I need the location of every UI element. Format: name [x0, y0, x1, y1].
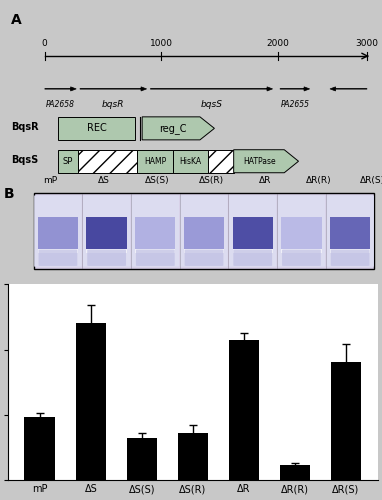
FancyBboxPatch shape [233, 248, 273, 253]
Text: BqsS: BqsS [11, 154, 39, 164]
FancyArrow shape [150, 87, 273, 91]
FancyBboxPatch shape [326, 196, 374, 267]
FancyBboxPatch shape [282, 250, 321, 266]
Polygon shape [234, 150, 298, 172]
Text: ΔS(R): ΔS(R) [199, 176, 224, 186]
Bar [24, 418, 55, 480]
FancyBboxPatch shape [86, 248, 127, 253]
Text: 0: 0 [42, 39, 48, 48]
Text: PA2655: PA2655 [280, 100, 309, 110]
Text: HisKA: HisKA [179, 156, 201, 166]
FancyBboxPatch shape [135, 248, 175, 253]
FancyArrow shape [45, 87, 76, 91]
Text: REC: REC [87, 124, 107, 134]
Bar [126, 438, 157, 480]
FancyBboxPatch shape [34, 193, 374, 269]
Text: 1000: 1000 [150, 39, 173, 48]
Text: HATPase: HATPase [243, 156, 276, 166]
Text: ΔR: ΔR [259, 176, 271, 186]
FancyBboxPatch shape [331, 250, 369, 266]
FancyBboxPatch shape [131, 196, 179, 267]
Bar [76, 323, 106, 480]
FancyBboxPatch shape [138, 150, 173, 172]
FancyBboxPatch shape [278, 196, 325, 267]
Text: ΔS(S): ΔS(S) [146, 176, 170, 186]
Text: BqsR: BqsR [11, 122, 39, 132]
FancyBboxPatch shape [173, 150, 208, 172]
Bar [331, 362, 361, 480]
Text: bqsR: bqsR [102, 100, 125, 110]
FancyBboxPatch shape [87, 250, 126, 266]
Bar [280, 466, 310, 480]
FancyBboxPatch shape [58, 150, 78, 172]
FancyBboxPatch shape [34, 196, 82, 267]
FancyBboxPatch shape [185, 250, 223, 266]
Text: reg_C: reg_C [159, 123, 186, 134]
Text: HAMP: HAMP [144, 156, 166, 166]
FancyBboxPatch shape [83, 196, 130, 267]
FancyBboxPatch shape [330, 217, 370, 248]
FancyBboxPatch shape [281, 248, 322, 253]
FancyBboxPatch shape [330, 248, 370, 253]
FancyBboxPatch shape [38, 248, 78, 253]
FancyBboxPatch shape [78, 150, 138, 172]
Text: B: B [4, 187, 15, 201]
FancyBboxPatch shape [229, 196, 277, 267]
FancyBboxPatch shape [38, 217, 78, 248]
FancyBboxPatch shape [184, 248, 224, 253]
FancyBboxPatch shape [136, 250, 175, 266]
Text: mP: mP [43, 176, 57, 186]
FancyBboxPatch shape [281, 217, 322, 248]
Text: ΔS: ΔS [98, 176, 110, 186]
Text: 3000: 3000 [356, 39, 379, 48]
Bar [229, 340, 259, 480]
FancyBboxPatch shape [233, 250, 272, 266]
FancyBboxPatch shape [58, 117, 136, 140]
FancyBboxPatch shape [208, 150, 234, 172]
Text: A: A [11, 14, 22, 28]
Text: bqsS: bqsS [201, 100, 222, 110]
Text: SP: SP [63, 156, 73, 166]
Polygon shape [142, 117, 214, 140]
FancyBboxPatch shape [184, 217, 224, 248]
Text: PA2658: PA2658 [46, 100, 75, 110]
FancyBboxPatch shape [86, 217, 127, 248]
Text: 2000: 2000 [267, 39, 290, 48]
FancyArrow shape [280, 87, 310, 91]
FancyBboxPatch shape [180, 196, 228, 267]
FancyBboxPatch shape [135, 217, 175, 248]
Text: ΔR(S): ΔR(S) [360, 176, 382, 186]
FancyBboxPatch shape [233, 217, 273, 248]
FancyArrow shape [80, 87, 147, 91]
Bar [178, 432, 208, 480]
FancyArrow shape [330, 87, 367, 91]
Text: ΔR(R): ΔR(R) [306, 176, 332, 186]
FancyBboxPatch shape [39, 250, 77, 266]
